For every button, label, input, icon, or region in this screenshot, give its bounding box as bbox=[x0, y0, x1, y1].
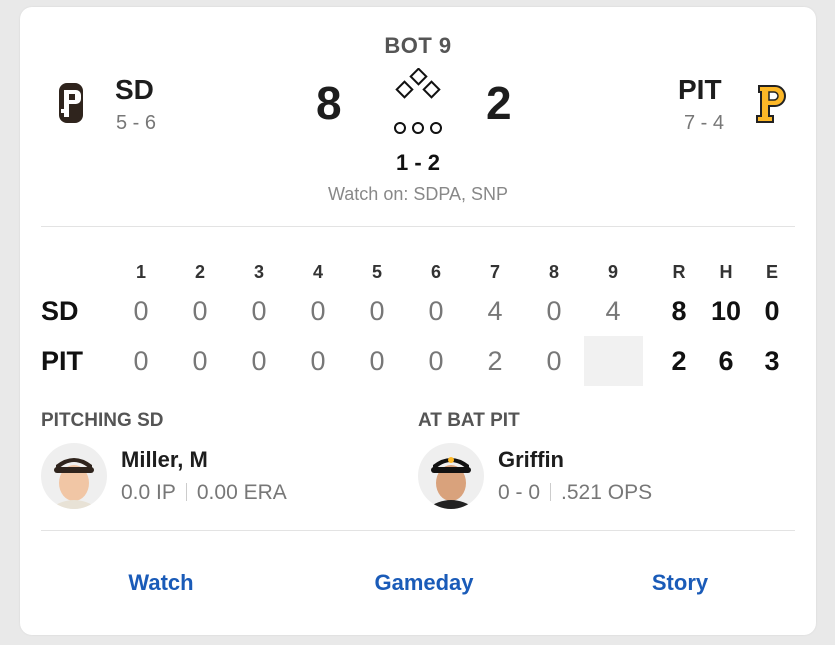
inning-runs: 0 bbox=[546, 346, 562, 376]
inning-header: 4 bbox=[312, 262, 323, 282]
inning-runs: 0 bbox=[133, 296, 149, 326]
inning-header: 1 bbox=[135, 262, 146, 282]
away-team-logo bbox=[53, 82, 89, 126]
gameday-link[interactable]: Gameday bbox=[374, 570, 474, 595]
pitching-label-prefix: PITCHING bbox=[41, 410, 132, 431]
inning-header: 7 bbox=[489, 262, 500, 282]
home-team-logo bbox=[756, 84, 788, 124]
inning-runs: 0 bbox=[133, 346, 149, 376]
batter-ops: .521 OPS bbox=[561, 481, 653, 504]
linescore-team-away: SD bbox=[41, 296, 79, 326]
inning-runs: 2 bbox=[487, 346, 503, 376]
ball-strike-count: 1 - 2 bbox=[395, 150, 441, 175]
inning-runs: 0 bbox=[428, 296, 444, 326]
pitcher-era: 0.00 ERA bbox=[196, 481, 287, 504]
out-1-icon bbox=[394, 122, 406, 134]
inning-header: 2 bbox=[194, 262, 205, 282]
stat-separator bbox=[185, 483, 187, 501]
pitching-label-team: SD bbox=[137, 410, 164, 431]
pitching-label: PITCHING SD bbox=[41, 410, 163, 432]
bases-diamond bbox=[392, 67, 444, 106]
home-score: 2 bbox=[486, 77, 512, 129]
hits-total: 10 bbox=[710, 296, 742, 326]
divider-bottom bbox=[41, 530, 795, 531]
inning-runs: 0 bbox=[369, 346, 385, 376]
first-base-icon bbox=[422, 80, 441, 99]
batter-name[interactable]: Griffin bbox=[498, 447, 564, 472]
inning-header: 5 bbox=[371, 262, 382, 282]
pitcher-avatar[interactable] bbox=[41, 443, 107, 509]
inning-runs: 0 bbox=[251, 346, 267, 376]
stat-separator bbox=[550, 483, 552, 501]
pirates-logo-icon bbox=[756, 85, 786, 123]
inning-header: 8 bbox=[548, 262, 559, 282]
inning-header: 6 bbox=[430, 262, 441, 282]
watch-link[interactable]: Watch bbox=[128, 570, 194, 595]
divider-top bbox=[41, 226, 795, 227]
inning-runs: 4 bbox=[605, 296, 621, 326]
hits-header: H bbox=[719, 262, 733, 282]
at-bat-label-team: PIT bbox=[490, 410, 520, 431]
batter-hits-ab: 0 - 0 bbox=[498, 481, 541, 504]
inning-header: 9 bbox=[607, 262, 618, 282]
errors-total: 3 bbox=[764, 346, 780, 376]
at-bat-label-prefix: AT BAT bbox=[418, 410, 485, 431]
batter-stats: 0 - 0 .521 OPS bbox=[498, 481, 652, 505]
story-link[interactable]: Story bbox=[651, 570, 709, 595]
inning-runs: 0 bbox=[192, 296, 208, 326]
inning-runs: 0 bbox=[369, 296, 385, 326]
inning-runs: 0 bbox=[310, 346, 326, 376]
inning-runs: 0 bbox=[251, 296, 267, 326]
inning-runs: 0 bbox=[192, 346, 208, 376]
watch-on-networks: Watch on: SDPA, SNP bbox=[327, 184, 509, 204]
pitcher-stats: 0.0 IP 0.00 ERA bbox=[121, 481, 287, 505]
second-base-icon bbox=[409, 67, 428, 86]
runs-total: 2 bbox=[671, 346, 687, 376]
home-team-abbr: PIT bbox=[678, 74, 722, 105]
away-score: 8 bbox=[316, 77, 342, 129]
inning-runs: 4 bbox=[487, 296, 503, 326]
third-base-icon bbox=[395, 80, 414, 99]
inning-status: BOT 9 bbox=[384, 33, 452, 58]
pitcher-ip: 0.0 IP bbox=[121, 481, 176, 504]
batter-avatar[interactable] bbox=[418, 443, 484, 509]
away-team-record: 5 - 6 bbox=[116, 112, 157, 134]
out-2-icon bbox=[412, 122, 424, 134]
unplayed-inning-cell bbox=[584, 336, 643, 386]
inning-runs: 0 bbox=[546, 296, 562, 326]
home-team-record: 7 - 4 bbox=[684, 112, 725, 134]
errors-total: 0 bbox=[764, 296, 780, 326]
runs-total: 8 bbox=[671, 296, 687, 326]
inning-runs: 0 bbox=[428, 346, 444, 376]
away-team-abbr: SD bbox=[115, 74, 154, 105]
padres-logo-icon bbox=[59, 83, 83, 123]
runs-header: R bbox=[672, 262, 686, 282]
inning-header: 3 bbox=[253, 262, 264, 282]
outs-indicator bbox=[393, 120, 443, 136]
pitcher-name[interactable]: Miller, M bbox=[121, 447, 208, 472]
at-bat-label: AT BAT PIT bbox=[418, 410, 520, 432]
hits-total: 6 bbox=[718, 346, 734, 376]
inning-runs: 0 bbox=[310, 296, 326, 326]
errors-header: E bbox=[765, 262, 778, 282]
out-3-icon bbox=[430, 122, 442, 134]
linescore-team-home: PIT bbox=[41, 346, 84, 376]
